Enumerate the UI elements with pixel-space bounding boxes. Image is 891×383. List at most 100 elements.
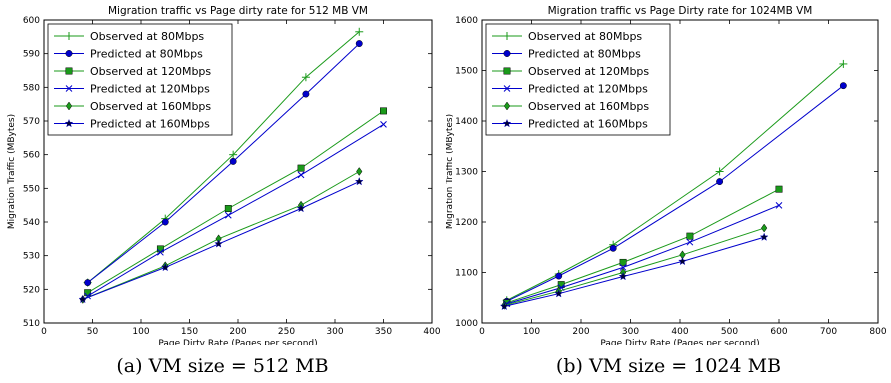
- chart-b-series-5-point: [759, 232, 769, 241]
- chart-b-legend-marker-1: [503, 50, 511, 57]
- chart-b-xtick-label: 500: [721, 327, 738, 337]
- chart-a-legend-marker-1: [65, 50, 73, 57]
- chart-b-legend-marker-3: [503, 85, 511, 92]
- chart-a-series-3-point: [224, 211, 232, 219]
- chart-a-series-line-2: [87, 110, 384, 294]
- chart-a-ytick-label: 550: [23, 184, 40, 194]
- chart-a-series-3-point: [380, 121, 387, 128]
- chart-b-legend-label-1: Predicted at 80Mbps: [528, 48, 641, 61]
- chart-a-series-0-point: [301, 73, 310, 82]
- chart-b-series-1-point: [555, 272, 563, 280]
- chart-b-series-line-5: [504, 236, 765, 307]
- chart-a-legend-marker-0: [65, 32, 73, 40]
- chart-a-series-1-point: [302, 90, 310, 98]
- chart-a-legend-label-4: Observed at 160Mbps: [90, 100, 211, 113]
- chart-b-xtick-label: 800: [869, 327, 886, 337]
- chart-b-ytick-label: 1500: [455, 67, 478, 77]
- chart-b-series-5-point: [618, 271, 628, 281]
- chart-a-legend-box: [47, 23, 233, 136]
- chart-b-series-5-point: [499, 301, 509, 311]
- chart-a-ytick-label: 510: [23, 319, 40, 329]
- chart-b-legend-label-0: Observed at 80Mbps: [528, 30, 642, 43]
- caption-a: (a) VM size = 512 MB: [116, 355, 329, 377]
- chart-a-xlabel: Page Dirty Rate (Pages per second): [158, 339, 317, 345]
- chart-512mb-svg: Migration traffic vs Page dirty rate for…: [7, 5, 441, 349]
- chart-a-series-4-point: [356, 167, 363, 176]
- chart-a-series-5-point: [214, 239, 223, 248]
- chart-a-series-1-point: [355, 40, 363, 48]
- chart-b-ytick-label: 1300: [455, 168, 478, 178]
- chart-a-series-2-point: [297, 164, 305, 172]
- chart-a-legend-label-1: Predicted at 80Mbps: [90, 48, 203, 61]
- chart-b-legend-marker-0: [503, 32, 511, 40]
- chart-a-legend-marker-5: [64, 118, 74, 128]
- chart-b-series-line-4: [504, 227, 765, 306]
- chart-a-series-line-4: [82, 171, 360, 300]
- chart-a-xtick-label: 150: [181, 327, 198, 337]
- chart-b-legend-box: [485, 23, 671, 136]
- chart-panel-1024mb: Migration traffic vs Page Dirty rate for…: [445, 0, 891, 383]
- chart-a-ytick-label: 580: [23, 83, 40, 93]
- chart-b-series-1-point: [609, 244, 617, 252]
- chart-a-xtick-label: 350: [375, 327, 392, 337]
- chart-b-ytick-label: 1000: [455, 319, 478, 329]
- chart-b-legend-marker-4: [503, 101, 511, 111]
- chart-b-legend-label-4: Observed at 160Mbps: [528, 100, 649, 113]
- caption-b: (b) VM size = 1024 MB: [555, 355, 782, 377]
- chart-b-series-2-point: [619, 258, 627, 266]
- chart-b-series-2-point: [775, 185, 783, 193]
- chart-b-xtick-label: 0: [479, 327, 485, 337]
- chart-b-series-1-point: [839, 82, 847, 90]
- chart-a-series-3-point: [157, 248, 164, 256]
- chart-b-xtick-label: 100: [523, 327, 540, 337]
- chart-a-ytick-label: 570: [23, 117, 40, 127]
- chart-a-series-1-point: [161, 218, 169, 226]
- chart-b-legend-label-5: Predicted at 160Mbps: [528, 118, 648, 131]
- chart-a-xtick-label: 400: [423, 327, 440, 337]
- chart-a-series-5-point: [296, 203, 306, 213]
- chart-b-series-0-point: [839, 59, 848, 68]
- chart-a-ytick-label: 590: [23, 50, 40, 60]
- chart-a-ylabel: Migration Traffic (MBytes): [7, 114, 17, 229]
- chart-b-legend-label-2: Observed at 120Mbps: [528, 65, 649, 78]
- chart-a-series-5-point: [354, 177, 364, 186]
- chart-b-xtick-label: 300: [622, 327, 639, 337]
- chart-a-xtick-label: 300: [326, 327, 343, 337]
- chart-b-xtick-label: 400: [671, 327, 688, 337]
- chart-b-legend-label-3: Predicted at 120Mbps: [528, 83, 648, 96]
- chart-a-legend-label-0: Observed at 80Mbps: [90, 30, 204, 43]
- chart-a-ytick-label: 530: [23, 252, 40, 262]
- chart-b-series-4-point: [761, 223, 768, 233]
- chart-a-legend-marker-3: [65, 85, 73, 92]
- chart-b-series-0-point: [715, 167, 724, 176]
- chart-a-title: Migration traffic vs Page dirty rate for…: [108, 5, 368, 17]
- chart-b-ytick-label: 1100: [455, 269, 478, 279]
- chart-a-legend-marker-2: [65, 67, 73, 75]
- chart-b-xtick-label: 600: [770, 327, 787, 337]
- chart-a-series-5-point: [78, 294, 88, 304]
- chart-a-series-line-3: [87, 123, 384, 297]
- chart-b-legend-marker-2: [503, 67, 511, 75]
- chart-a-xtick-label: 50: [87, 327, 99, 337]
- chart-a-xtick-label: 250: [278, 327, 295, 337]
- chart-a-series-1-point: [229, 157, 237, 165]
- chart-a-xtick-label: 0: [41, 327, 47, 337]
- chart-b-xlabel: Page Dirty Rate (Pages per second): [600, 339, 759, 345]
- chart-a-series-3-point: [297, 171, 305, 179]
- chart-b-ytick-label: 1400: [455, 117, 478, 127]
- chart-b-xtick-label: 200: [572, 327, 589, 337]
- chart-a-series-line-5: [82, 181, 360, 300]
- chart-1024mb-svg: Migration traffic vs Page Dirty rate for…: [445, 5, 887, 349]
- chart-b-series-2-point: [686, 232, 694, 240]
- chart-a-ytick-label: 560: [23, 151, 40, 161]
- chart-b-ylabel: Migration Traffic (MBytes): [446, 114, 455, 229]
- chart-a-legend-marker-4: [65, 101, 73, 111]
- chart-a-legend-label-2: Observed at 120Mbps: [90, 65, 211, 78]
- chart-a-series-5-point: [160, 262, 170, 272]
- chart-a-series-2-point: [380, 107, 387, 115]
- chart-a-legend-label-3: Predicted at 120Mbps: [90, 83, 210, 96]
- chart-a-legend-label-5: Predicted at 160Mbps: [90, 118, 210, 131]
- chart-a-xtick-label: 200: [229, 327, 246, 337]
- chart-b-legend-marker-5: [502, 118, 512, 128]
- chart-b-series-3-point: [619, 264, 627, 271]
